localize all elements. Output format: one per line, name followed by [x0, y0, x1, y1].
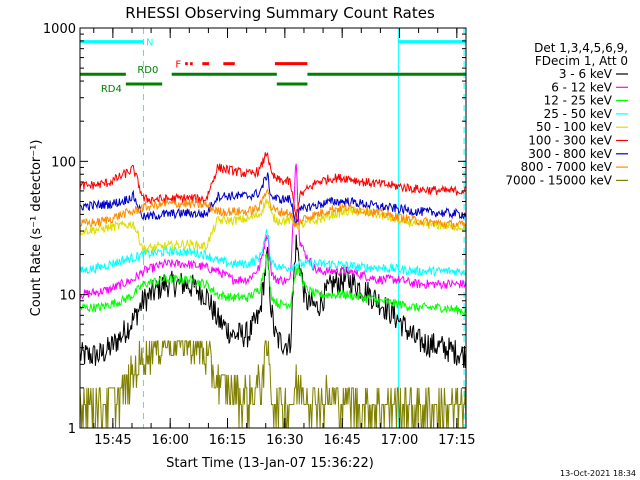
- series-2: [79, 163, 467, 300]
- flag-bars: N F RD0 RD4: [80, 38, 466, 95]
- series-line-7: [79, 172, 467, 227]
- plot-background: [80, 28, 466, 428]
- plot-frame: [79, 27, 467, 429]
- series-6: [79, 152, 467, 221]
- x-tick-label: 16:30: [266, 433, 303, 448]
- y-axis-label: Count Rate (s⁻¹ detector⁻¹): [29, 140, 44, 317]
- series-3: [79, 253, 467, 316]
- x-tick-label: 16:15: [209, 433, 246, 448]
- series-1: [79, 234, 467, 369]
- legend-label-9: 7000 - 15000 keV: [505, 173, 612, 187]
- x-axis-label: Start Time (13-Jan-07 15:36:22): [166, 456, 374, 471]
- legend-header-2: FDecim 1, Att 0: [535, 54, 628, 68]
- x-tick-label: 17:15: [438, 433, 475, 448]
- legend-label-7: 300 - 800 keV: [528, 147, 612, 161]
- flag-rd0-label: RD0: [137, 65, 158, 76]
- series-4: [79, 229, 467, 278]
- footer-date: 13-Oct-2021 18:34: [560, 469, 636, 478]
- y-tick-label: 1000: [43, 22, 76, 37]
- series-7: [79, 172, 467, 227]
- series-line-1: [79, 234, 467, 369]
- plot-area: [80, 28, 466, 428]
- y-tick-label: 100: [51, 155, 76, 170]
- y-tick-label: 10: [59, 289, 76, 304]
- series-line-4: [79, 229, 467, 278]
- legend-header-1: Det 1,3,4,5,6,9,: [534, 41, 628, 55]
- axes: 1 10 100 1000 15:45 16:00 16:15 16:30 16:45 17:00…: [43, 22, 476, 448]
- legend-label-4: 25 - 50 keV: [544, 107, 613, 121]
- flag-rd4-label: RD4: [101, 84, 122, 95]
- legend-label-8: 800 - 7000 keV: [521, 160, 613, 174]
- flag-n-label: N: [146, 38, 153, 49]
- legend-label-1: 3 - 6 keV: [559, 67, 613, 81]
- x-tick-label: 16:45: [323, 433, 360, 448]
- x-tick-label: 15:45: [94, 433, 131, 448]
- x-tick-label: 17:00: [381, 433, 418, 448]
- x-tick-label: 16:00: [151, 433, 188, 448]
- flag-f-label: F: [175, 60, 181, 71]
- series-line-3: [79, 253, 467, 316]
- series-line-2: [79, 163, 467, 300]
- legend-label-5: 50 - 100 keV: [536, 120, 613, 134]
- legend: Det 1,3,4,5,6,9,FDecim 1, Att 03 - 6 keV…: [505, 41, 628, 187]
- legend-label-3: 12 - 25 keV: [544, 94, 613, 108]
- legend-label-6: 100 - 300 keV: [528, 134, 612, 148]
- series-line-8: [79, 188, 467, 231]
- series-line-6: [79, 152, 467, 221]
- y-tick-label: 1: [68, 422, 76, 437]
- chart-title: RHESSI Observing Summary Count Rates: [125, 4, 435, 22]
- legend-label-2: 6 - 12 keV: [551, 80, 613, 94]
- series-8: [79, 188, 467, 231]
